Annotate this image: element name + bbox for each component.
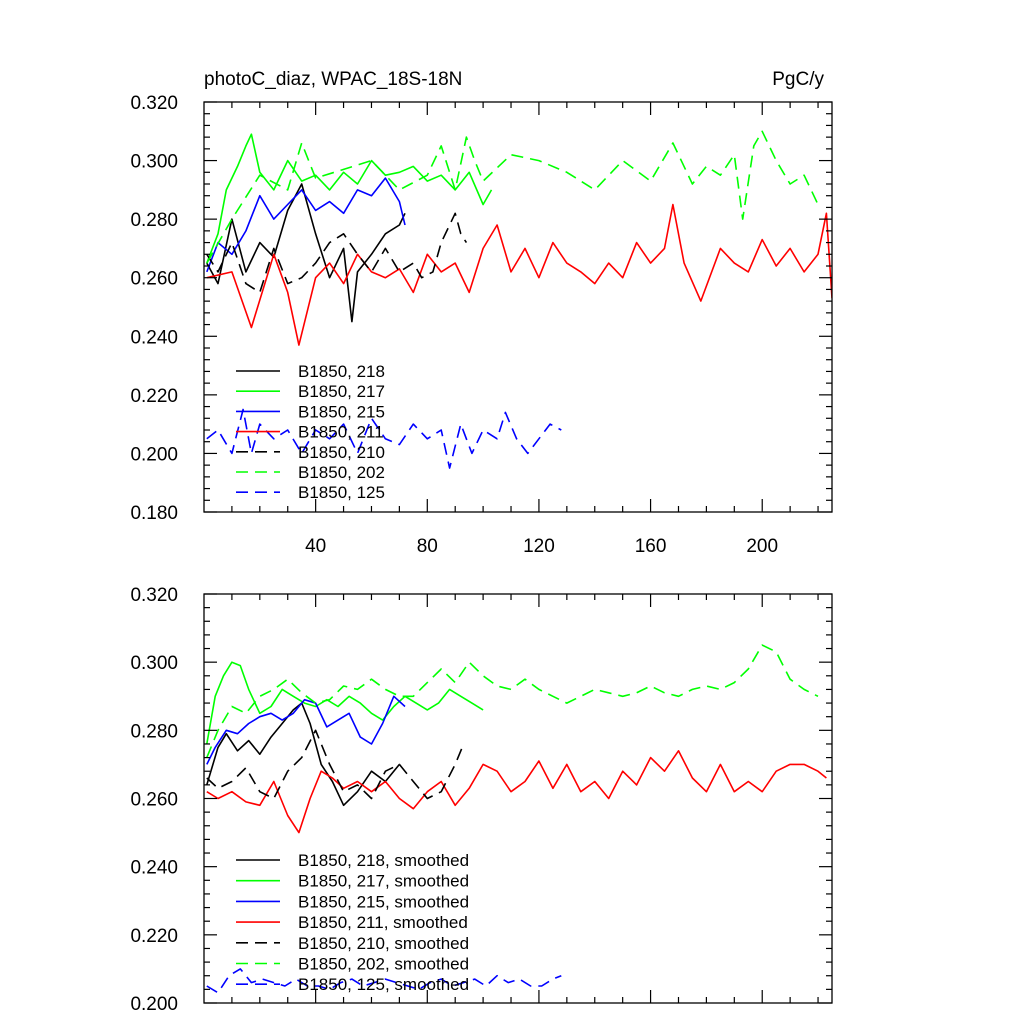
series-line-1 xyxy=(206,183,406,323)
y-tick-label: 0.180 xyxy=(130,503,178,524)
series-line-2 xyxy=(206,661,484,745)
y-tick-label: 0.240 xyxy=(130,858,178,879)
series-line-1 xyxy=(206,702,401,807)
legend-label: B1850, 210 xyxy=(298,443,385,462)
y-tick-label: 0.240 xyxy=(130,327,178,348)
legend: B1850, 218, smoothed B1850, 217, smoothed… xyxy=(236,851,469,994)
series-group xyxy=(206,130,832,469)
legend-label: B1850, 125 xyxy=(298,483,385,502)
series-line-3 xyxy=(206,695,406,765)
series-line-7 xyxy=(206,408,562,469)
y-tick-label: 0.260 xyxy=(130,269,178,290)
chart-panel-1: 40 80 120 160 2000.1800.2000.2200.2400.2600.… xyxy=(130,69,833,557)
series-line-5 xyxy=(206,729,465,800)
chart-panel-2: 0.200 0.220 0.240 0.260 0.280 0.300 0.320 B1850… xyxy=(130,585,833,1015)
y-tick-label: 0.320 xyxy=(130,93,178,114)
series-line-4 xyxy=(206,203,832,346)
x-tick-label: 160 xyxy=(635,536,667,557)
plot-frame xyxy=(203,101,833,513)
legend-label: B1850, 202 xyxy=(298,463,385,482)
y-tick-label: 0.200 xyxy=(130,444,178,465)
legend-label: B1850, 215, smoothed xyxy=(298,892,469,911)
series-group xyxy=(206,644,827,994)
legend-label: B1850, 217, smoothed xyxy=(298,872,469,891)
chart-title: photoC_diaz, WPAC_18S-18N xyxy=(204,69,462,90)
legend-label: B1850, 202, smoothed xyxy=(298,955,469,974)
y-tick-label: 0.280 xyxy=(130,210,178,231)
y-tick-label: 0.220 xyxy=(130,386,178,407)
series-line-2 xyxy=(206,133,493,264)
legend-label: B1850, 211, smoothed xyxy=(298,913,468,932)
x-ticks: 40 80 120 160 200 xyxy=(231,102,819,557)
y-ticks: 0.200 0.220 0.240 0.260 0.280 0.300 0.320 xyxy=(130,585,832,1015)
series-line-4 xyxy=(206,749,827,834)
series-line-5 xyxy=(206,212,468,294)
legend-label: B1850, 218, smoothed xyxy=(298,851,469,870)
chart-units: PgC/y xyxy=(772,69,824,90)
series-line-7 xyxy=(206,968,562,994)
y-ticks: 0.180 0.200 0.220 0.240 0.260 0.280 0.300 0.320 xyxy=(130,93,832,524)
legend-label: B1850, 125, smoothed xyxy=(298,975,469,994)
y-tick-label: 0.280 xyxy=(130,721,178,742)
legend-label: B1850, 210, smoothed xyxy=(298,934,469,953)
x-tick-label: 200 xyxy=(746,536,778,557)
y-tick-label: 0.300 xyxy=(130,653,178,674)
y-tick-label: 0.300 xyxy=(130,152,178,173)
y-tick-label: 0.320 xyxy=(130,585,178,606)
y-tick-label: 0.220 xyxy=(130,926,178,947)
x-tick-label: 40 xyxy=(305,536,326,557)
legend-label: B1850, 218 xyxy=(298,362,385,381)
series-line-6 xyxy=(206,130,819,264)
x-tick-label: 120 xyxy=(523,536,555,557)
y-tick-label: 0.260 xyxy=(130,790,178,811)
y-tick-label: 0.200 xyxy=(130,994,178,1015)
series-line-6 xyxy=(206,644,819,758)
series-line-3 xyxy=(206,177,406,273)
legend-label: B1850, 215 xyxy=(298,402,385,421)
x-tick-label: 80 xyxy=(417,536,438,557)
x-ticks xyxy=(231,594,819,1003)
legend-label: B1850, 211 xyxy=(298,423,384,442)
legend-label: B1850, 217 xyxy=(298,382,385,401)
